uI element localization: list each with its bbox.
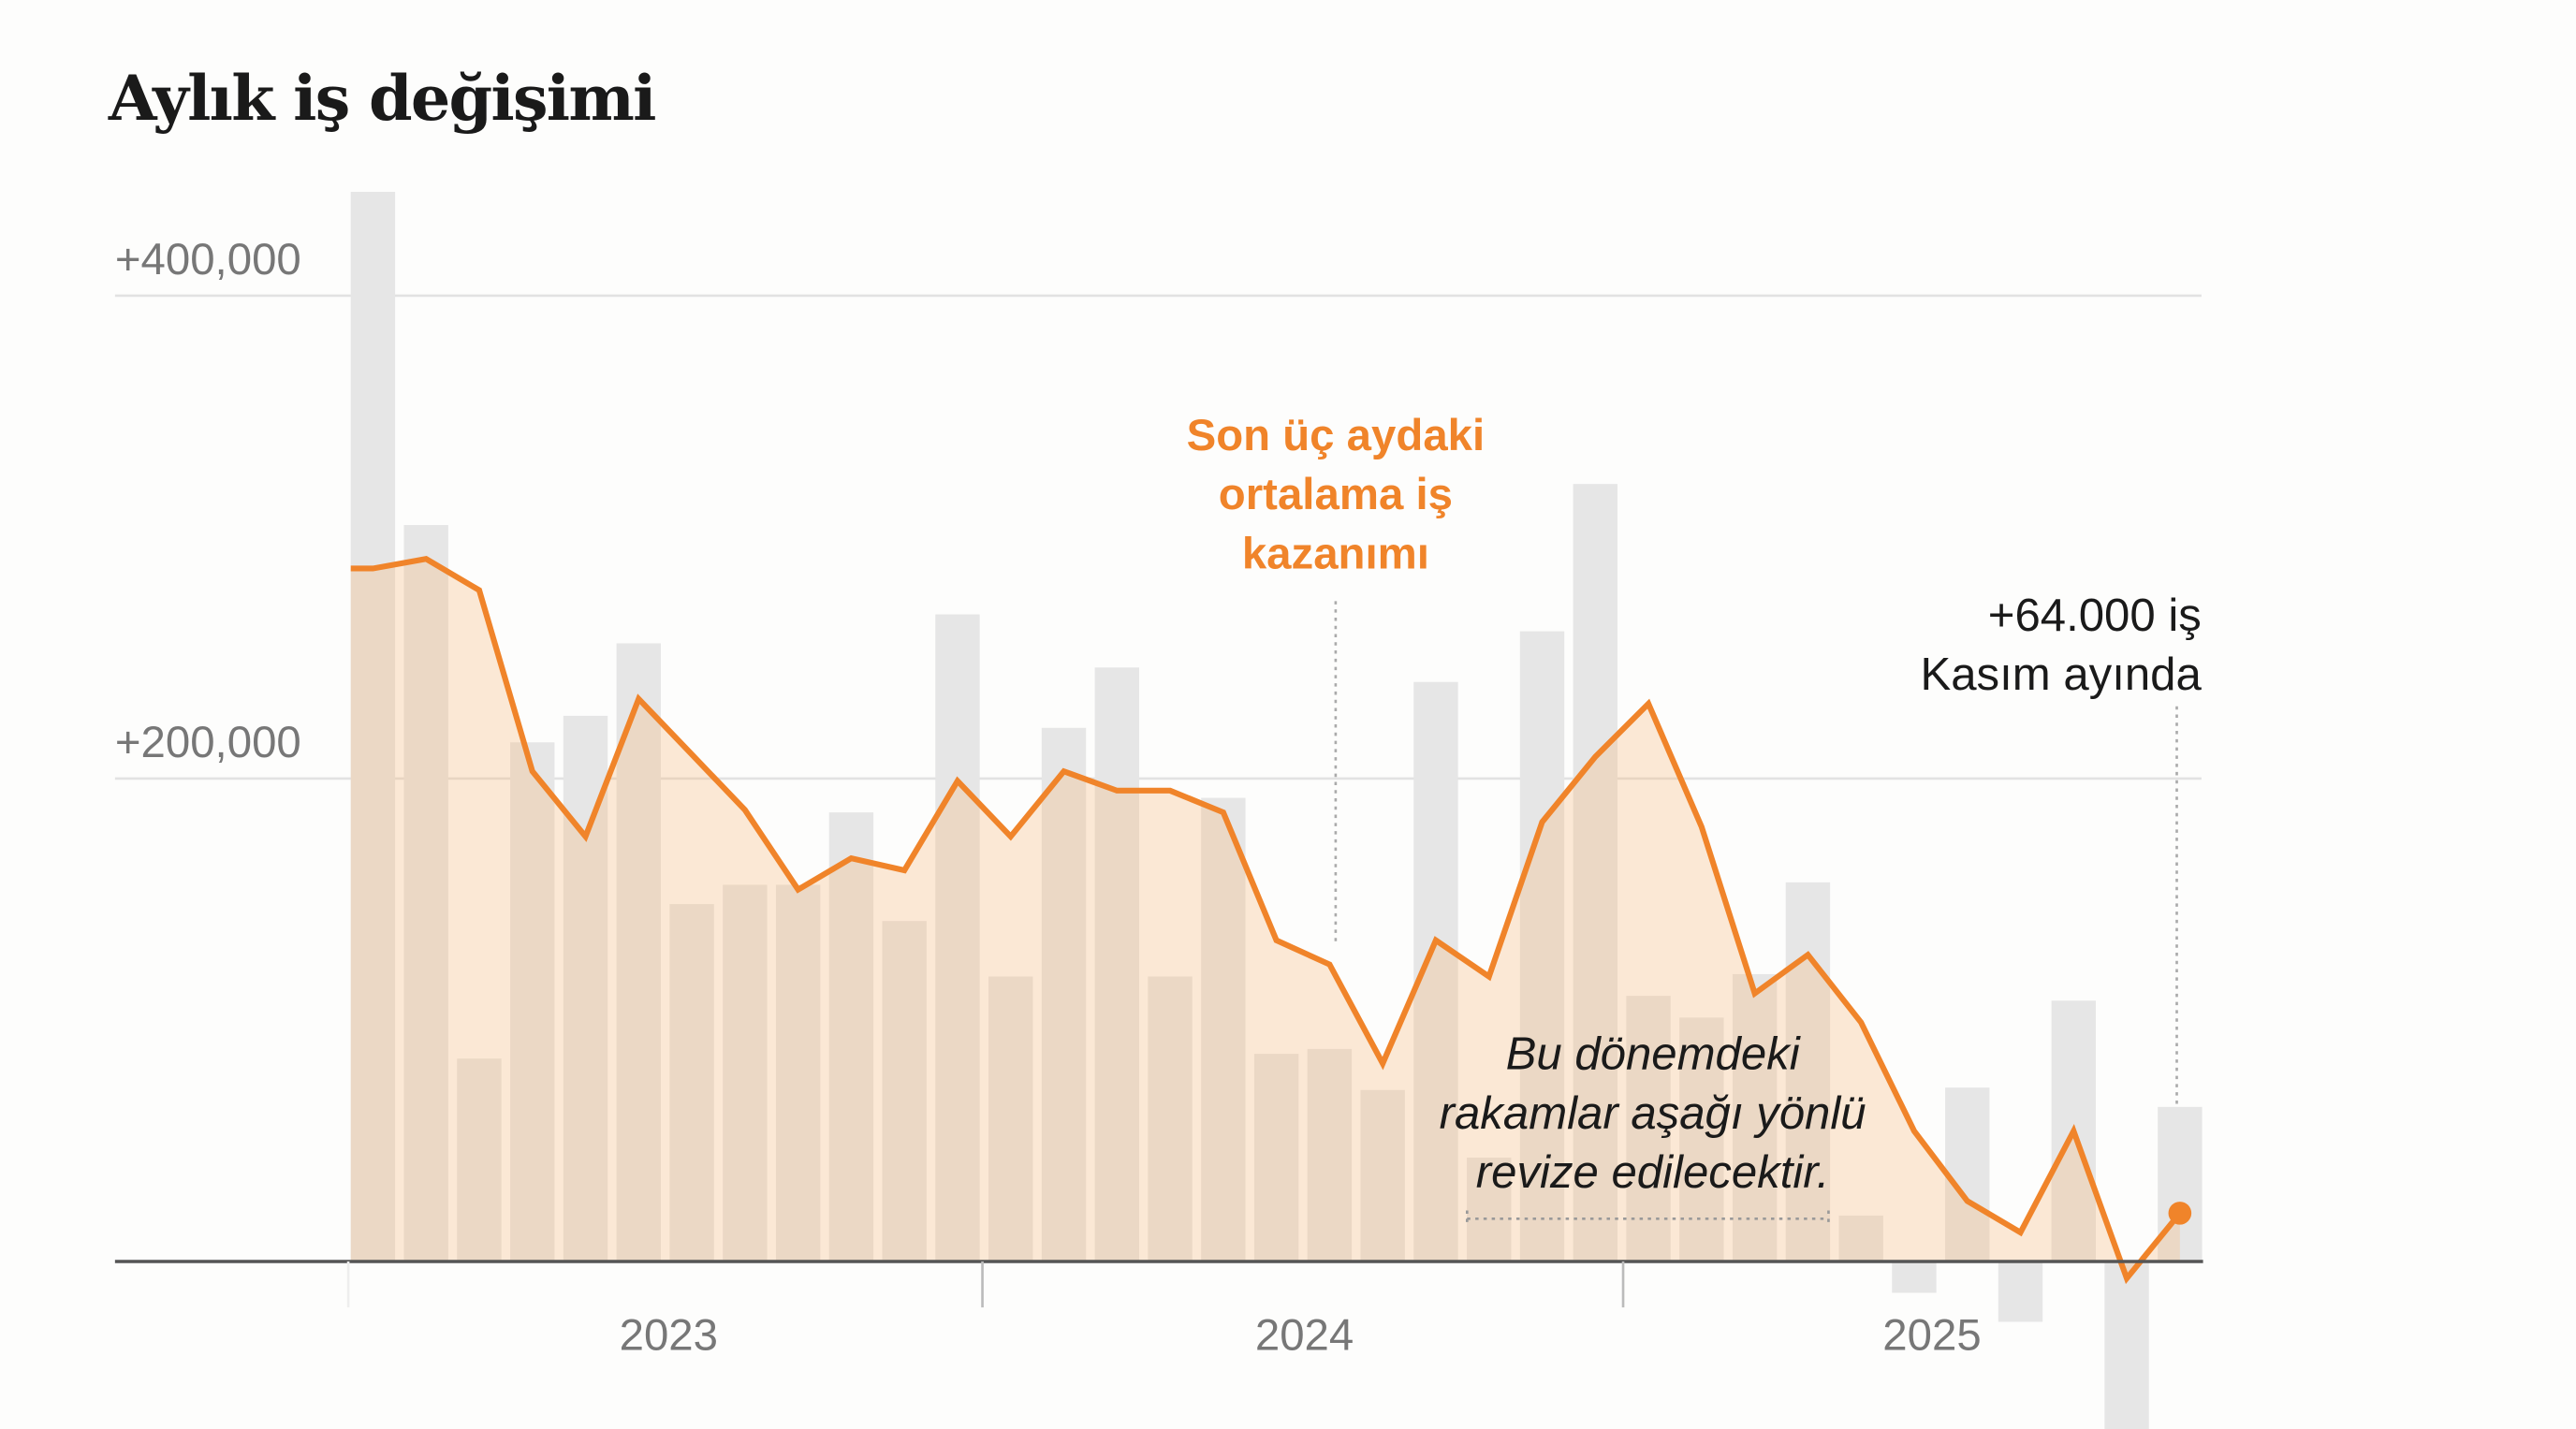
average-label-line-2: ortalama iş bbox=[1219, 470, 1453, 519]
bar-2024-03 bbox=[1094, 667, 1139, 1261]
bar-2023-09 bbox=[775, 884, 821, 1261]
bars bbox=[350, 192, 2203, 1429]
bar-2025-01 bbox=[1626, 996, 1671, 1261]
bar-2023-05 bbox=[563, 715, 608, 1261]
latest-point bbox=[2168, 1202, 2192, 1225]
average-line bbox=[350, 555, 2183, 1285]
bar-2025-06 bbox=[1892, 1261, 1937, 1293]
average-label-line-1: Son üç aydaki bbox=[1187, 411, 1486, 460]
average-annotation: Son üç aydaki ortalama iş kazanımı bbox=[1187, 411, 1486, 946]
latest-annotation: +64.000 iş Kasım ayında bbox=[1920, 591, 2203, 1104]
bar-2023-04 bbox=[510, 742, 555, 1261]
gridlines: +200,000 +400,000 bbox=[115, 235, 2202, 780]
bar-2024-10 bbox=[1467, 1158, 1512, 1261]
bar-2025-05 bbox=[1838, 1215, 1883, 1261]
bar-2025-07 bbox=[1945, 1087, 1990, 1261]
chart-title: Aylık iş değişimi bbox=[108, 61, 655, 135]
latest-label-line-2: Kasım ayında bbox=[1920, 649, 2202, 700]
bar-2024-01 bbox=[988, 976, 1033, 1261]
bar-2025-10 bbox=[2104, 1261, 2149, 1429]
bar-2024-02 bbox=[1041, 727, 1087, 1261]
average-label-line-3: kazanımı bbox=[1242, 529, 1429, 578]
axes: 2023 2024 2025 bbox=[114, 1260, 2203, 1361]
y-tick-label: +200,000 bbox=[115, 718, 301, 767]
bar-2023-02 bbox=[403, 525, 448, 1261]
y-tick-label: +400,000 bbox=[115, 235, 301, 284]
x-tick-label: 2023 bbox=[620, 1311, 718, 1361]
x-tick-label: 2025 bbox=[1882, 1311, 1981, 1361]
bar-2025-03 bbox=[1732, 973, 1778, 1261]
bar-2023-08 bbox=[723, 884, 768, 1261]
x-tick-label: 2024 bbox=[1255, 1311, 1354, 1361]
bar-2023-03 bbox=[457, 1058, 502, 1261]
revision-note-line-2: rakamlar aşağı yönlü bbox=[1440, 1088, 1866, 1139]
bar-2024-07 bbox=[1307, 1048, 1353, 1261]
revision-annotation: Bu dönemdeki rakamlar aşağı yönlü revize… bbox=[1440, 1029, 1866, 1226]
bar-2023-01 bbox=[350, 192, 396, 1261]
bar-2025-08 bbox=[1998, 1261, 2043, 1322]
average-area bbox=[350, 555, 2192, 1285]
bar-2024-11 bbox=[1519, 631, 1565, 1261]
bar-2023-07 bbox=[669, 904, 714, 1261]
bar-2024-12 bbox=[1573, 484, 1617, 1261]
bar-2024-06 bbox=[1253, 1054, 1299, 1261]
bar-2025-02 bbox=[1679, 1017, 1724, 1261]
bar-2024-05 bbox=[1201, 797, 1246, 1261]
bar-2025-04 bbox=[1785, 882, 1831, 1261]
bar-2024-08 bbox=[1360, 1089, 1405, 1261]
bar-2023-12 bbox=[935, 614, 980, 1261]
bar-2023-06 bbox=[616, 643, 661, 1261]
bar-2023-11 bbox=[882, 921, 927, 1261]
latest-label-line-1: +64.000 iş bbox=[1988, 591, 2202, 641]
bar-2024-04 bbox=[1148, 976, 1193, 1261]
revision-bracket bbox=[1465, 1210, 1830, 1226]
bar-2023-10 bbox=[828, 812, 874, 1261]
revision-note-line-3: revize edilecektir. bbox=[1476, 1147, 1830, 1198]
revision-note-line-1: Bu dönemdeki bbox=[1506, 1029, 1802, 1080]
